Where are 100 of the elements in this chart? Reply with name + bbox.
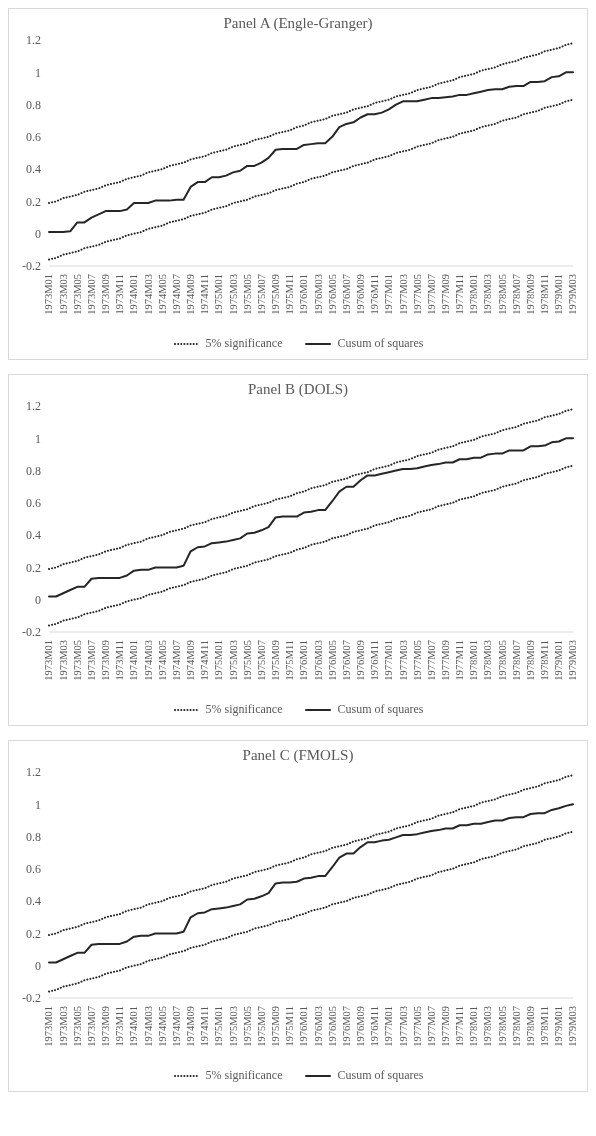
x-tick-label: 1973M07 [85,1006,97,1047]
x-tick-label: 1977M09 [440,274,451,315]
y-tick-label: 0.8 [26,829,41,844]
y-tick-label: 0 [35,958,41,973]
x-tick-label: 1976M01 [298,640,310,681]
x-tick-label: 1979M03 [567,1006,579,1047]
x-tick-label: 1978M07 [510,1006,522,1047]
y-tick-label: 1.2 [26,399,41,414]
x-tick-label: 1973M11 [114,1006,126,1047]
x-tick-label: 1977M11 [454,1006,466,1047]
x-tick-label: 1977M11 [454,274,466,315]
x-tick-label: 1974M09 [185,1006,197,1047]
y-tick-label: 0.4 [26,528,41,543]
y-tick-label: 1.2 [26,765,41,780]
x-tick-label: 1976M09 [355,274,367,315]
y-tick-label: 0.4 [26,162,41,177]
x-tick-label: 1973M01 [43,640,55,681]
x-tick-label: 1977M05 [411,640,423,681]
x-tick-label: 1975M09 [270,1006,282,1047]
x-tick-label: 1978M03 [482,640,494,681]
x-tick-label: 1978M03 [482,1006,494,1047]
x-tick-label: 1974M11 [199,1006,211,1047]
x-tick-label: 1978M01 [468,640,480,681]
x-tick-label: 1976M11 [369,640,381,681]
x-tick-label: 1976M03 [312,640,324,681]
x-tick-label: 1974M07 [170,1006,182,1047]
x-tick-label: 1973M03 [57,1006,69,1047]
x-tick-label: 1977M01 [383,640,395,681]
y-tick-label: -0.2 [22,625,41,640]
y-tick-label: 0.2 [26,560,41,575]
x-tick-label: 1974M05 [156,274,168,315]
x-tick-label: 1975M11 [284,640,296,681]
x-tick-label: 1974M03 [142,274,154,315]
x-tick-label: 1978M11 [539,274,551,315]
x-tick-label: 1973M01 [43,1006,55,1047]
x-tick-label: 1977M05 [411,1006,423,1047]
x-tick-label: 1975M09 [270,640,282,681]
legend-label: Cusum of squares [337,336,424,351]
x-tick-label: 1974M03 [142,640,154,681]
x-tick-label: 1978M01 [468,1006,480,1047]
x-tick-label: 1976M07 [340,1006,352,1047]
x-tick-label: 1973M09 [100,1006,112,1047]
x-tick-label: 1975M01 [213,640,225,681]
x-tick-label: 1977M07 [425,640,437,681]
x-tick-label: 1975M11 [284,1006,296,1047]
y-tick-label: 0 [35,226,41,241]
x-tick-label: 1974M01 [128,640,140,681]
x-tick-label: 1977M11 [454,640,466,681]
x-tick-label: 1975M07 [255,1006,267,1047]
x-tick-label: 1977M01 [383,274,395,315]
x-tick-label: 1974M01 [128,1006,140,1047]
x-tick-label: 1977M03 [397,274,409,315]
x-tick-label: 1973M07 [85,274,97,315]
x-tick-label: 1976M01 [298,274,310,315]
x-tick-label: 1978M03 [482,274,494,315]
chart-title: Panel B (DOLS) [247,380,349,398]
x-tick-label: 1975M11 [284,274,296,315]
y-tick-label: 1 [35,431,41,446]
x-tick-label: 1978M05 [496,640,508,681]
y-tick-label: 1 [35,797,41,812]
x-tick-label: 1977M09 [440,1006,451,1047]
x-tick-label: 1976M01 [298,1006,310,1047]
x-tick-label: 1979M01 [553,640,565,681]
line-series [48,42,574,205]
y-tick-label: -0.2 [22,991,41,1006]
x-tick-label: 1979M03 [567,640,579,681]
legend-label: 5% significance [205,1068,283,1083]
x-tick-label: 1978M09 [524,1006,536,1047]
legend-label: 5% significance [205,336,283,351]
x-tick-label: 1978M05 [496,1006,508,1047]
x-tick-label: 1975M07 [255,640,267,681]
x-tick-label: 1976M05 [326,1006,338,1047]
x-tick-label: 1974M09 [185,640,197,681]
x-tick-label: 1978M11 [539,640,551,681]
line-series [48,98,574,261]
x-tick-label: 1975M07 [255,274,267,315]
x-tick-label: 1975M01 [213,1006,225,1047]
x-tick-label: 1975M09 [270,274,282,315]
x-tick-label: 1974M09 [185,274,197,315]
legend-label: 5% significance [205,702,283,717]
x-tick-label: 1979M01 [553,274,565,315]
x-tick-label: 1977M03 [397,1006,409,1047]
x-tick-label: 1974M05 [156,640,168,681]
x-tick-label: 1973M09 [100,640,112,681]
x-tick-label: 1978M05 [496,274,508,315]
y-tick-label: 0.6 [26,130,41,145]
x-tick-label: 1977M01 [383,1006,395,1047]
x-tick-label: 1974M07 [170,274,182,315]
x-tick-label: 1978M01 [468,274,480,315]
line-series [48,774,574,937]
y-tick-label: 1.2 [26,33,41,48]
line-series [48,464,574,627]
x-tick-label: 1976M05 [326,640,338,681]
x-tick-label: 1974M07 [170,640,182,681]
legend-label: Cusum of squares [337,702,424,717]
x-tick-label: 1975M03 [227,274,239,315]
x-tick-label: 1973M05 [71,640,83,681]
x-tick-label: 1976M07 [340,640,352,681]
x-tick-label: 1976M03 [312,274,324,315]
x-tick-label: 1977M07 [425,1006,437,1047]
